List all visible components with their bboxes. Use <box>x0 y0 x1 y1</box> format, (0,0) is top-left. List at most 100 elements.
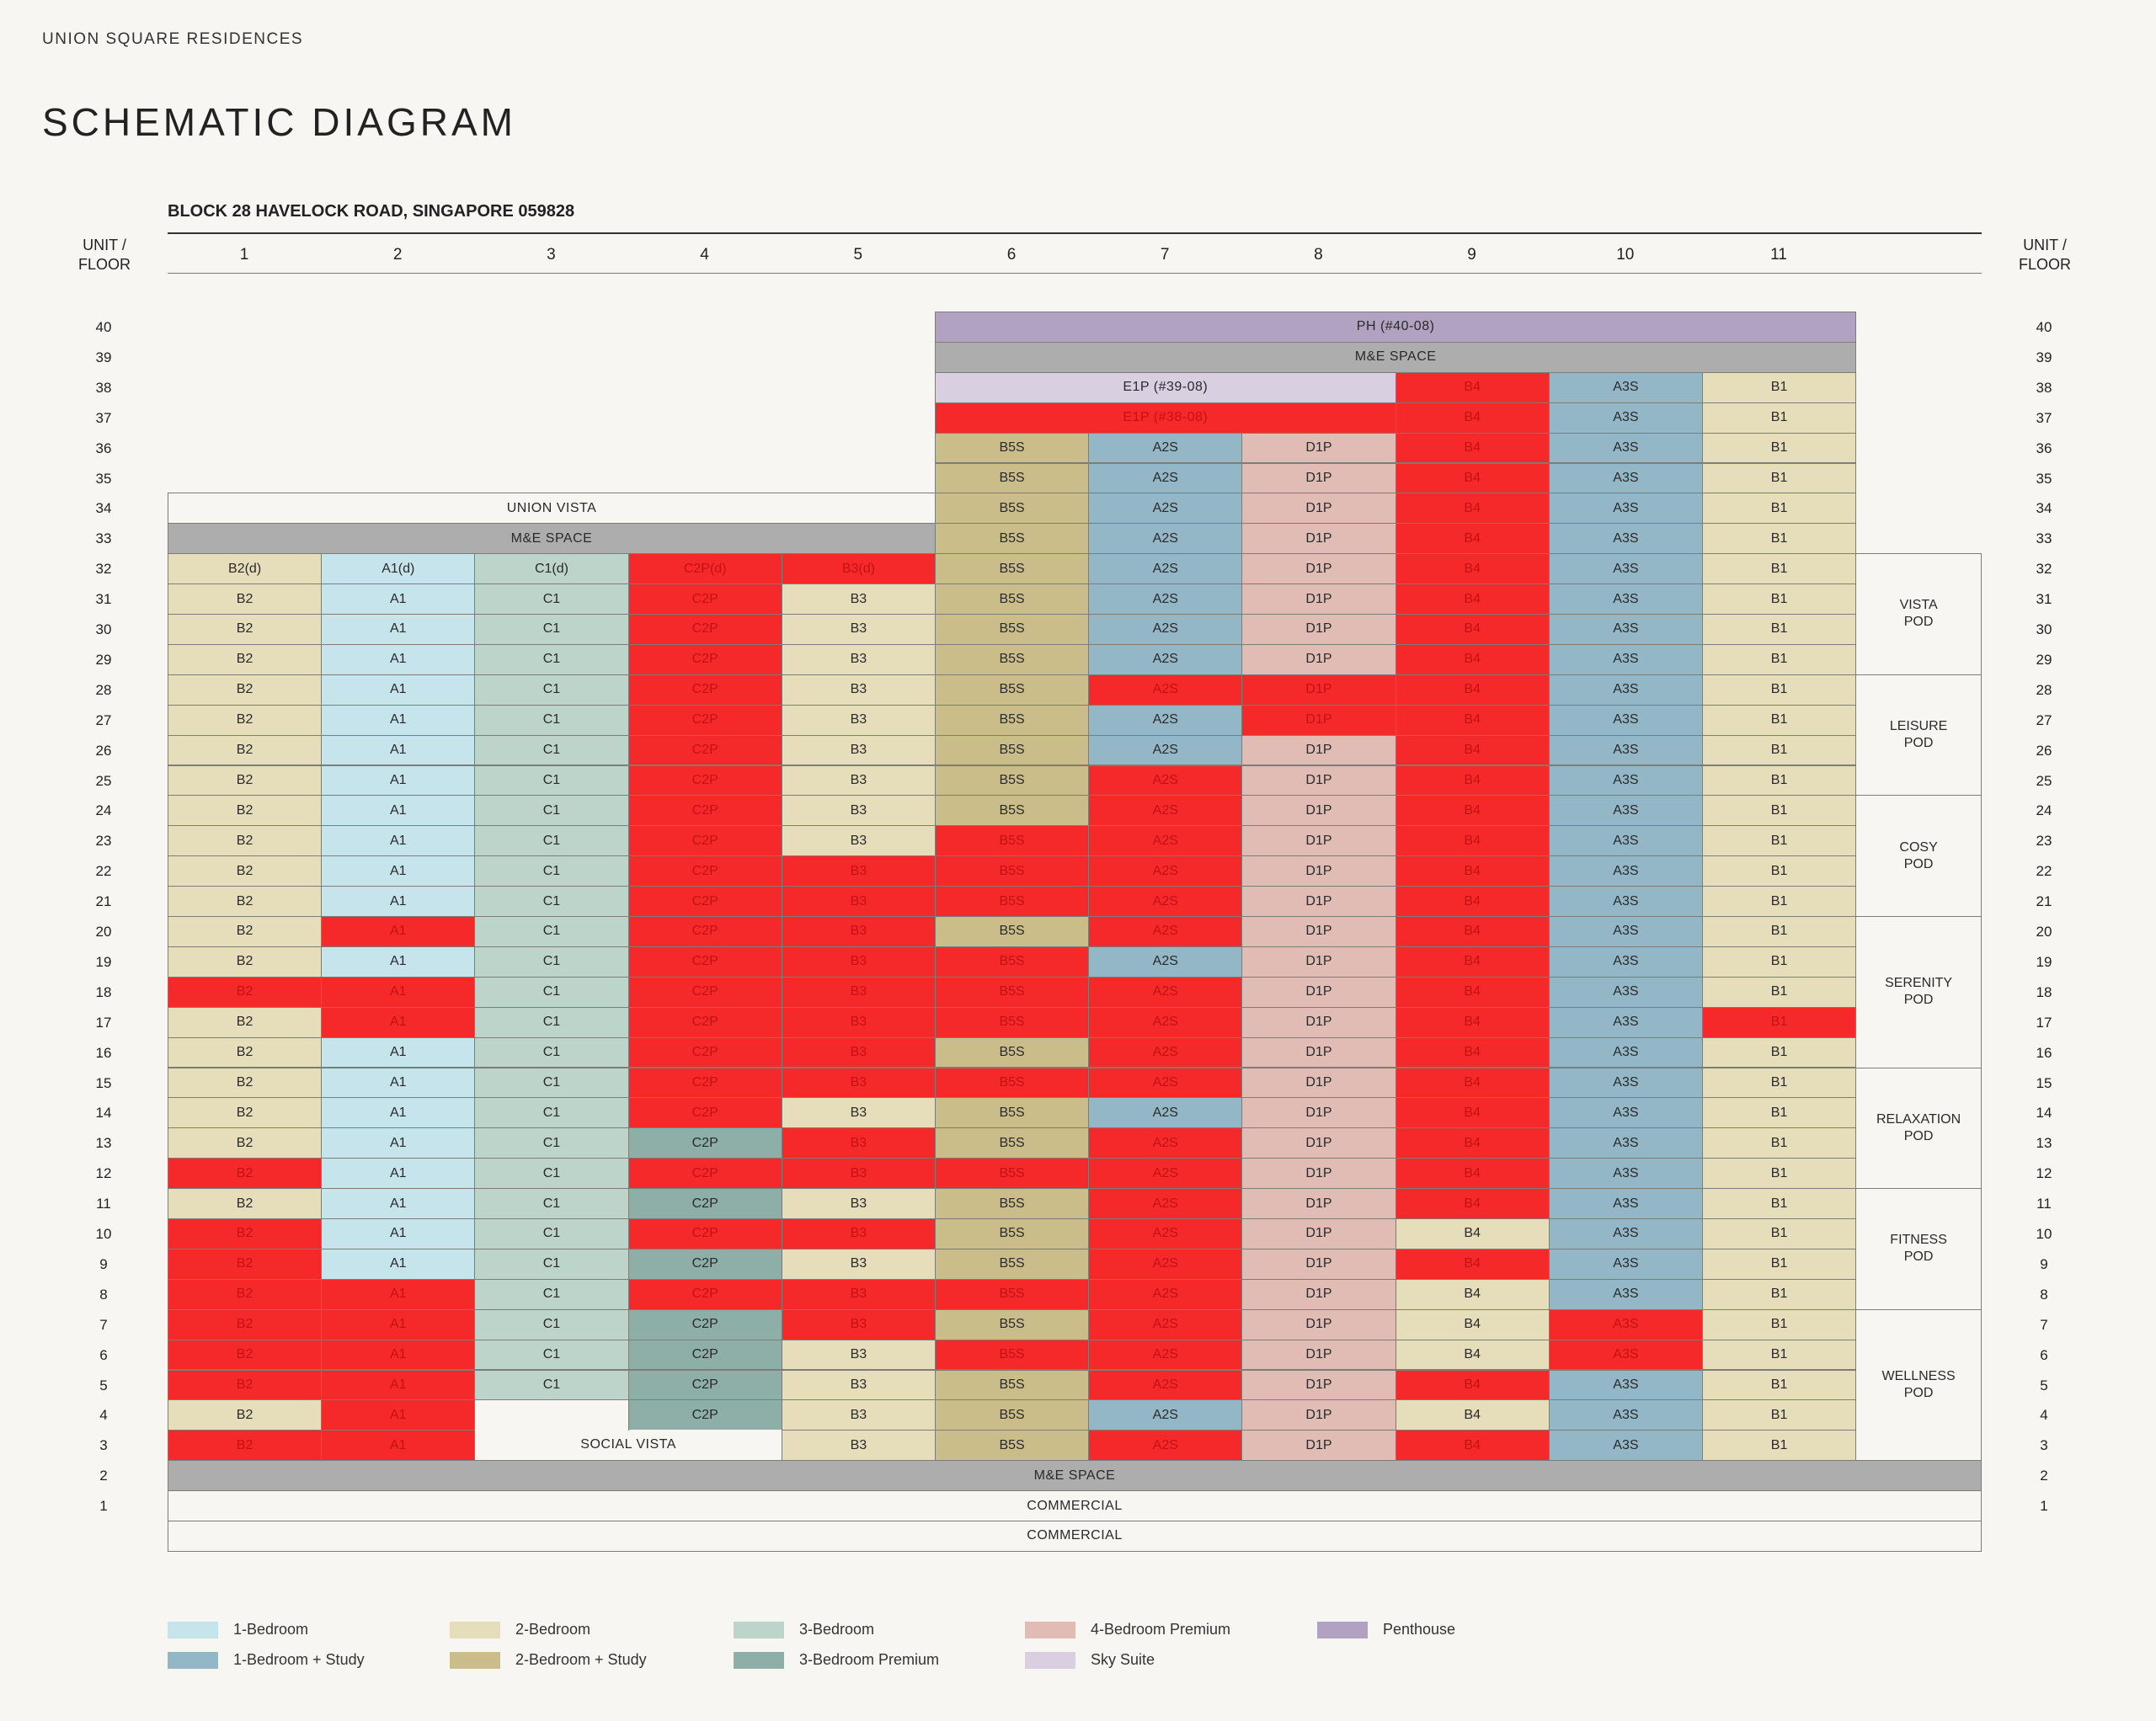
unit-cell: A1 <box>321 1188 476 1219</box>
unit-cell: C2P <box>627 1188 782 1219</box>
unit-floor-line2: FLOOR <box>77 256 131 273</box>
unit-cell: B2 <box>168 795 323 827</box>
unit-cell: D1P <box>1241 674 1396 706</box>
legend-item: 3-Bedroom <box>734 1621 874 1638</box>
unit-cell: C1 <box>474 1308 629 1340</box>
legend-label: 3-Bedroom Premium <box>799 1651 940 1668</box>
unit-cell: B3 <box>781 1188 936 1219</box>
unit-cell: C1 <box>474 1188 629 1219</box>
unit-cell: A3S <box>1548 1369 1703 1401</box>
unit-cell: A3S <box>1548 765 1703 797</box>
pod-name: SERENITY POD <box>1885 976 1953 1008</box>
unit-cell: B2 <box>168 1248 323 1280</box>
legend-label: Sky Suite <box>1091 1651 1155 1668</box>
header-rule-top <box>168 232 1982 234</box>
unit-cell: B3 <box>781 643 936 675</box>
unit-cell: B5S <box>935 643 1090 675</box>
unit-cell: C1 <box>474 583 629 615</box>
unit-cell: D1P <box>1241 432 1396 464</box>
column-number: 10 <box>1616 246 1635 264</box>
unit-cell: B2 <box>168 916 323 947</box>
unit-cell: B3 <box>781 1067 936 1099</box>
unit-cell: A1 <box>321 946 476 978</box>
floor-label: 39 <box>95 349 112 365</box>
unit-cell: C1 <box>474 1278 629 1310</box>
unit-cell: B3 <box>781 855 936 887</box>
unit-cell: C1 <box>474 976 629 1008</box>
legend-item: Sky Suite <box>1025 1651 1155 1669</box>
unit-cell: B5S <box>935 553 1090 585</box>
unit-cell: B4 <box>1395 1127 1550 1159</box>
floor-label: 14 <box>95 1105 112 1122</box>
unit-cell: B5S <box>935 765 1090 797</box>
unit-cell: A3S <box>1548 553 1703 585</box>
unit-cell: C1 <box>474 825 629 857</box>
floor-label: 19 <box>95 953 112 970</box>
unit-cell: A1 <box>321 1369 476 1401</box>
unit-cell: B5S <box>935 1308 1090 1340</box>
unit-cell: A3S <box>1548 704 1703 736</box>
unit-cell: B5S <box>935 493 1090 525</box>
unit-cell: B1 <box>1702 976 1857 1008</box>
unit-cell: B1 <box>1702 1248 1857 1280</box>
floor-label: 35 <box>95 470 112 487</box>
unit-cell: B3 <box>781 1127 936 1159</box>
unit-cell: B1 <box>1702 1158 1857 1190</box>
unit-cell: B3 <box>781 1369 936 1401</box>
unit-cell: B1 <box>1702 855 1857 887</box>
unit-cell: C1 <box>474 1127 629 1159</box>
unit-cell: A1 <box>321 886 476 917</box>
unit-cell: B1 <box>1702 1127 1857 1159</box>
unit-cell: C2P <box>627 734 782 766</box>
unit-cell: B5S <box>935 825 1090 857</box>
unit-cell: A1 <box>321 1036 476 1068</box>
floor-label: 36 <box>2036 440 2052 456</box>
unit-cell: A3S <box>1548 1218 1703 1249</box>
unit-floor-line2: FLOOR <box>2018 256 2071 273</box>
unit-cell: C2P <box>627 795 782 827</box>
unit-cell: B1 <box>1702 704 1857 736</box>
unit-cell: C2P <box>627 643 782 675</box>
pod-label: WELLNESS POD <box>1855 1308 1982 1462</box>
unit-cell: A3S <box>1548 1430 1703 1462</box>
floor-label: 11 <box>96 1196 111 1212</box>
unit-cell: D1P <box>1241 1036 1396 1068</box>
unit-cell: B3 <box>781 583 936 615</box>
unit-cell: D1P <box>1241 1158 1396 1190</box>
unit-cell: B4 <box>1395 1369 1550 1401</box>
unit-cell: B4 <box>1395 976 1550 1008</box>
unit-cell: A1 <box>321 1339 476 1371</box>
unit-cell: B2 <box>168 1097 323 1129</box>
unit-cell: B3 <box>781 1308 936 1340</box>
floor-label: 19 <box>2036 953 2052 970</box>
unit-cell: A3S <box>1548 1067 1703 1099</box>
floor-label: 37 <box>2036 409 2052 426</box>
unit-cell: B4 <box>1395 886 1550 917</box>
unit-cell: B4 <box>1395 614 1550 645</box>
unit-cell: B2 <box>168 1006 323 1038</box>
unit-cell: B2 <box>168 1158 323 1190</box>
legend-item: Penthouse <box>1317 1621 1455 1638</box>
unit-cell: B1 <box>1702 825 1857 857</box>
unit-cell: C2P <box>627 614 782 645</box>
floor-label: 39 <box>2036 349 2052 365</box>
unit-cell: A3S <box>1548 371 1703 403</box>
unit-cell: C2P <box>627 1308 782 1340</box>
floor-label: 11 <box>2036 1196 2052 1212</box>
unit-cell: D1P <box>1241 553 1396 585</box>
unit-cell: B5S <box>935 886 1090 917</box>
pod-label: SERENITY POD <box>1855 916 1982 1068</box>
unit-cell: B1 <box>1702 523 1857 555</box>
unit-cell: B3 <box>781 765 936 797</box>
floor-label: 34 <box>95 500 112 517</box>
unit-cell: B5S <box>935 1248 1090 1280</box>
floor-label: 28 <box>95 681 112 698</box>
unit-cell: B5S <box>935 432 1090 464</box>
unit-cell: B4 <box>1395 1308 1550 1340</box>
pod-label: VISTA POD <box>1855 553 1982 675</box>
unit-cell: B5S <box>935 855 1090 887</box>
unit-cell: B3 <box>781 1399 936 1431</box>
unit-cell: A1 <box>321 1097 476 1129</box>
unit-floor-label-left: UNIT / FLOOR <box>62 236 147 274</box>
floor-label: 31 <box>2036 591 2052 608</box>
